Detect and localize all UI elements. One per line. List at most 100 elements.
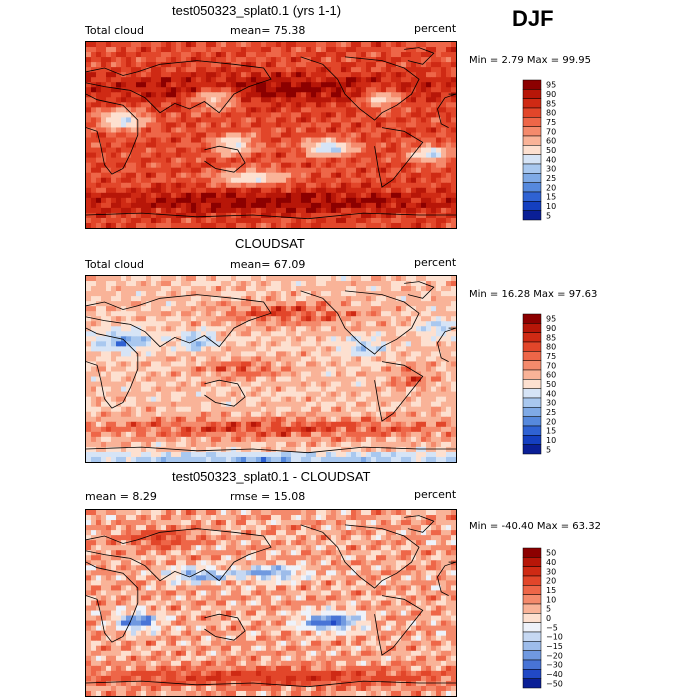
colorbar-swatch xyxy=(522,397,542,408)
colorbar-level-label: 95 xyxy=(546,81,556,90)
colorbar-swatch xyxy=(522,547,542,558)
colorbar-level-label: 5 xyxy=(546,445,551,454)
map-field-model xyxy=(86,42,456,228)
colorbar-swatch xyxy=(522,360,542,371)
colorbar-swatch xyxy=(522,613,542,623)
coastline xyxy=(300,290,420,355)
colorbar-level-label: 15 xyxy=(546,427,556,436)
colorbar-swatch xyxy=(522,98,542,109)
colorbar-level-label: 20 xyxy=(546,183,556,192)
colorbar-level-label: 10 xyxy=(546,436,556,445)
coastline xyxy=(86,60,272,114)
colorbar-level-label: 75 xyxy=(546,352,556,361)
colorbar-level-label: −15 xyxy=(546,642,563,651)
coastline xyxy=(404,515,435,533)
colorbar-swatch xyxy=(522,425,542,436)
colorbar-swatch xyxy=(522,575,542,586)
colorbar-swatch xyxy=(522,585,542,595)
minmax-model: Min = 2.79 Max = 99.95 xyxy=(469,55,591,66)
colorbar-level-label: 10 xyxy=(546,202,556,211)
colorbar-level-label: 30 xyxy=(546,567,556,576)
colorbar-level-label: 15 xyxy=(546,586,556,595)
colorbar-swatch xyxy=(522,416,542,427)
colorbar-level-label: 5 xyxy=(546,211,551,220)
coastline xyxy=(204,145,246,173)
coastline xyxy=(437,561,456,596)
colorbar-swatch xyxy=(522,89,542,99)
map-field-obs xyxy=(86,276,456,462)
colorbar-swatch xyxy=(522,79,542,90)
coastline xyxy=(86,327,139,409)
colorbar-level-label: 40 xyxy=(546,558,556,567)
colorbar-level-label: 70 xyxy=(546,127,556,136)
colorbar-level-label: −40 xyxy=(546,670,563,679)
colorbar-level-label: 0 xyxy=(546,614,551,623)
colorbar-level-label: 50 xyxy=(546,549,556,558)
colorbar-level-label: 20 xyxy=(546,577,556,586)
map-obs xyxy=(85,275,457,463)
colorbar-swatch xyxy=(522,135,542,146)
colorbar-swatch xyxy=(522,145,542,155)
season-label: DJF xyxy=(512,6,554,31)
panel-mean-label-model: mean= 75.38 xyxy=(230,24,306,37)
colorbar-obs: 95 90 85 80 75 70 60 50 40 30 25 20 15 10 5 xyxy=(520,312,580,458)
colorbar-level-label: 80 xyxy=(546,343,556,352)
colorbar-level-label: −50 xyxy=(546,679,563,688)
colorbar-swatch xyxy=(522,163,542,174)
colorbar-level-label: 25 xyxy=(546,174,556,183)
colorbar-level-label: 20 xyxy=(546,417,556,426)
colorbar-swatch xyxy=(522,313,542,324)
colorbar-swatch xyxy=(522,210,542,221)
colorbar-level-label: 10 xyxy=(546,595,556,604)
colorbar-level-label: 70 xyxy=(546,361,556,370)
coastline xyxy=(204,613,246,641)
map-field-diff xyxy=(86,510,456,696)
map-diff xyxy=(85,509,457,697)
coastline xyxy=(404,47,435,65)
minmax-obs: Min = 16.28 Max = 97.63 xyxy=(469,289,598,300)
colorbar-swatch xyxy=(522,659,542,670)
colorbar-level-label: 30 xyxy=(546,399,556,408)
colorbar-swatch xyxy=(522,154,542,165)
coastline xyxy=(300,524,420,589)
coastline xyxy=(204,379,246,407)
coastline xyxy=(374,595,424,656)
colorbar-level-label: 90 xyxy=(546,90,556,99)
coastline xyxy=(86,528,272,582)
panel-title-diff: test050323_splat0.1 - CLOUDSAT xyxy=(172,469,371,484)
coastline xyxy=(86,680,456,688)
panel-mean-label-diff: rmse = 15.08 xyxy=(230,490,306,503)
colorbar-swatch xyxy=(522,435,542,445)
panel-title-obs: CLOUDSAT xyxy=(235,236,305,251)
coastline xyxy=(300,56,420,121)
colorbar-swatch xyxy=(522,323,542,333)
colorbar-swatch xyxy=(522,351,542,361)
colorbar-level-label: 40 xyxy=(546,389,556,398)
colorbar-diff: 50 40 30 20 15 10 5 0 −5 −10 −15 −20 −30 −40 −50 xyxy=(520,546,580,692)
colorbar-level-label: −30 xyxy=(546,661,563,670)
panel-left-label-obs: Total cloud xyxy=(85,258,144,271)
colorbar-level-label: 75 xyxy=(546,118,556,127)
minmax-diff: Min = -40.40 Max = 63.32 xyxy=(469,521,601,532)
colorbar-swatch xyxy=(522,650,542,661)
colorbar-swatch xyxy=(522,678,542,689)
colorbar-swatch xyxy=(522,669,542,679)
coastline xyxy=(86,294,272,348)
colorbar-swatch xyxy=(522,182,542,193)
colorbar-swatch xyxy=(522,332,542,343)
colorbar-swatch xyxy=(522,603,542,614)
panel-left-label-diff: mean = 8.29 xyxy=(85,490,157,503)
colorbar-level-label: 95 xyxy=(546,315,556,324)
colorbar-swatch xyxy=(522,173,542,183)
colorbar-swatch xyxy=(522,126,542,137)
colorbar-level-label: 85 xyxy=(546,99,556,108)
colorbar-swatch xyxy=(522,201,542,211)
colorbar-swatch xyxy=(522,388,542,399)
panel-units-diff: percent xyxy=(414,488,457,501)
panel-mean-label-obs: mean= 67.09 xyxy=(230,258,306,271)
colorbar-level-label: 60 xyxy=(546,137,556,146)
colorbar-level-label: 40 xyxy=(546,155,556,164)
panel-left-label-model: Total cloud xyxy=(85,24,144,37)
coastline xyxy=(86,446,456,454)
colorbar-swatch xyxy=(522,594,542,605)
